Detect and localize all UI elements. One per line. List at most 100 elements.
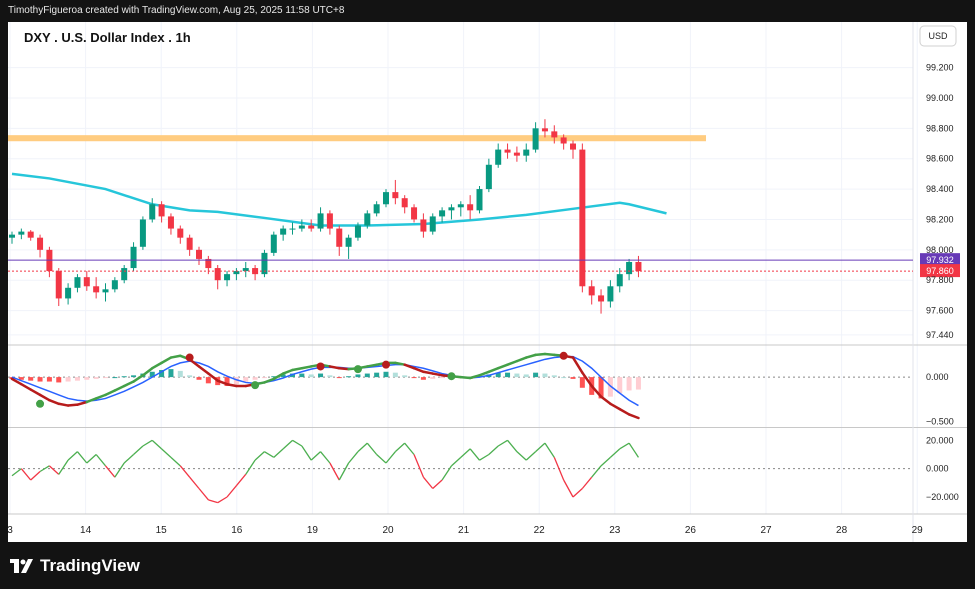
oscillator-segment (114, 462, 125, 478)
candle (186, 234, 193, 256)
macd-histogram-bar (364, 373, 370, 378)
candle-body (345, 237, 352, 247)
candles (9, 119, 642, 314)
macd-line-segment (216, 379, 229, 386)
macd-line-segment (29, 388, 42, 397)
candle-body (373, 204, 380, 214)
macd-line-segment (207, 372, 219, 382)
macd-line-segment (581, 371, 593, 388)
macd-line-segment (609, 402, 621, 411)
macd-line-segment (478, 370, 491, 377)
x-tick-label: 26 (685, 525, 697, 536)
macd-line-segment (291, 366, 304, 372)
candle (9, 231, 15, 244)
x-tick-label: 29 (912, 525, 924, 536)
tradingview-brand: TradingView (40, 556, 140, 575)
macd-line-segment (599, 395, 612, 406)
candle (308, 219, 315, 232)
macd-histogram-bar (37, 377, 43, 382)
candle (523, 143, 530, 162)
price-tick-label: 98.200 (926, 214, 954, 224)
candle-body (27, 231, 34, 238)
macd-line-segment (76, 400, 89, 406)
candle (495, 143, 502, 168)
candle-body (504, 149, 511, 153)
candle (280, 225, 287, 241)
candle (551, 125, 558, 144)
candle-body (158, 204, 165, 217)
macd-histogram-bar (383, 371, 389, 378)
oscillator-segment (310, 451, 321, 461)
x-tick-label: 21 (458, 525, 470, 536)
macd-line-segment (94, 393, 107, 400)
macd-histogram-bar (336, 377, 342, 379)
currency-button[interactable]: USD (919, 25, 957, 47)
oscillator-segment (591, 465, 602, 478)
macd-pane (8, 351, 913, 420)
candle (261, 249, 268, 278)
macd-line-segment (263, 377, 276, 384)
price-tick-label: 98.600 (926, 154, 954, 164)
macd-histogram-bar (533, 372, 539, 378)
candle-body (336, 228, 343, 247)
candle-body (401, 198, 408, 208)
x-tick-label: 15 (156, 525, 168, 536)
oscillator-segment (385, 451, 396, 464)
macd-histogram-bar (187, 375, 193, 378)
macd-histogram-bar (617, 377, 623, 394)
candle-body (167, 216, 174, 229)
candle-body (177, 228, 184, 238)
candle-body (55, 271, 62, 299)
macd-histogram-bar (159, 370, 165, 378)
candle-body (186, 237, 193, 250)
candle-body (354, 225, 361, 238)
macd-histogram-bar (505, 372, 511, 378)
oscillator-segment (535, 442, 546, 453)
macd-line-segment (122, 380, 135, 388)
candle (588, 280, 595, 305)
candle (37, 234, 44, 258)
candle (93, 277, 100, 299)
macd-line-segment (85, 397, 98, 404)
price-tick-label: 97.800 (926, 275, 954, 285)
candle (541, 119, 548, 138)
oscillator-segment (479, 453, 490, 461)
candle (130, 242, 137, 272)
macd-histogram-bar (252, 377, 258, 380)
candle (476, 186, 483, 214)
oscillator-segment (366, 442, 378, 455)
chart-title: DXY . U.S. Dollar Index . 1h (24, 30, 191, 45)
macd-signal-line (11, 355, 639, 407)
candle (158, 201, 165, 223)
oscillator-segment (348, 451, 359, 464)
macd-cross-point (559, 351, 568, 360)
macd-histogram-bar (308, 374, 314, 378)
oscillator-segment (488, 445, 499, 455)
macd-histogram-bar (579, 377, 585, 388)
tradingview-logo[interactable]: TradingView (10, 556, 140, 576)
candle-body (9, 234, 15, 238)
oscillator-segment (254, 451, 265, 461)
oscillator-segment (48, 465, 60, 475)
macd-line-segment (113, 384, 126, 392)
candle (392, 179, 399, 205)
attribution-header: TimothyFigueroa created with TradingView… (8, 5, 345, 16)
candle-body (383, 192, 389, 205)
chart-area[interactable]: 97.932 97.860 3 14 15 16 19 20 21 22 23 26 27 28 29 97… (8, 22, 967, 542)
candle-body (598, 295, 605, 302)
candle (635, 255, 642, 278)
oscillator-segment (264, 451, 275, 458)
candle-body (130, 246, 137, 269)
candle (317, 207, 324, 232)
macd-histogram-bar (635, 377, 641, 390)
macd-histogram-bar (93, 377, 99, 379)
price-tick-label: 97.600 (926, 306, 954, 316)
macd-line-segment (328, 365, 341, 370)
x-tick-label: 22 (534, 525, 546, 536)
macd-histogram-bar (196, 377, 202, 380)
currency-button-bg[interactable] (919, 25, 957, 47)
resistance-zone (8, 135, 706, 142)
x-tick-label: 23 (609, 525, 621, 536)
